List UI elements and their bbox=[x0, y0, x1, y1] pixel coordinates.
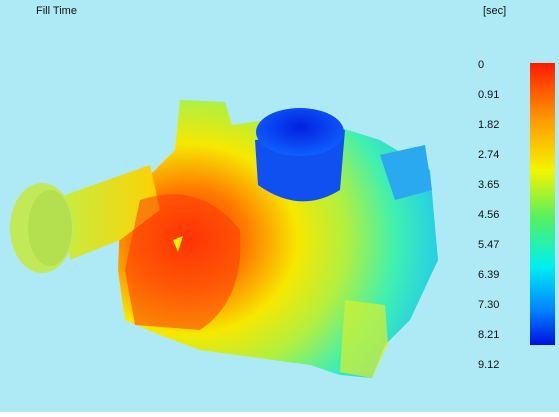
legend-label: 4.56 bbox=[478, 209, 499, 221]
legend-label: 9.12 bbox=[478, 359, 499, 371]
legend-label: 0 bbox=[478, 59, 484, 71]
legend-label: 2.74 bbox=[478, 149, 499, 161]
legend-label: 8.21 bbox=[478, 329, 499, 341]
unit-label: [sec] bbox=[483, 5, 506, 17]
legend-label: 7.30 bbox=[478, 299, 499, 311]
legend-label: 6.39 bbox=[478, 269, 499, 281]
legend-label: 1.82 bbox=[478, 119, 499, 131]
legend-label: 0.91 bbox=[478, 89, 499, 101]
legend-label: 3.65 bbox=[478, 179, 499, 191]
legend-label: 5.47 bbox=[478, 239, 499, 251]
color-bar bbox=[530, 63, 555, 345]
part-model bbox=[10, 100, 438, 378]
result-title: Fill Time bbox=[36, 5, 77, 17]
